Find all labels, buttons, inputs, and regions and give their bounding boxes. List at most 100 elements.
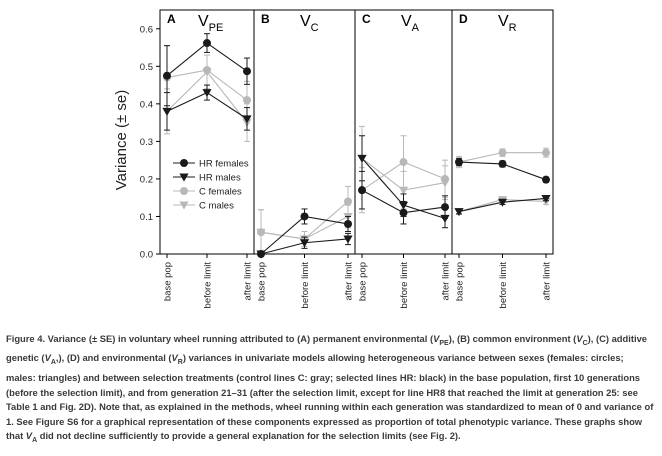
panel-title: VC xyxy=(300,13,319,34)
caption-text: Variance (± SE) in voluntary wheel runni… xyxy=(6,333,654,445)
caption-symbol: V xyxy=(576,333,583,344)
legend-marker xyxy=(179,173,189,182)
x-tick-label: after limit xyxy=(243,262,254,301)
panel-title-symbol: V xyxy=(401,13,412,30)
data-point xyxy=(441,203,449,212)
series-hr-females xyxy=(455,157,550,184)
legend-label: HR males xyxy=(199,173,241,184)
data-point xyxy=(541,194,551,204)
data-point xyxy=(243,67,251,76)
data-point xyxy=(399,208,408,217)
legend-label: C males xyxy=(199,201,234,212)
data-point xyxy=(542,148,550,157)
caption-symbol: V xyxy=(25,430,33,442)
caption-symbol: V xyxy=(433,333,440,344)
data-point xyxy=(203,66,211,75)
caption-part: ), (B) common environment ( xyxy=(448,333,577,344)
data-point xyxy=(497,198,508,207)
panel-letter: B xyxy=(261,12,270,26)
legend-entry: HR males xyxy=(173,173,241,184)
legend-entry: C females xyxy=(173,187,242,198)
x-tick-label: before limit xyxy=(203,262,214,309)
data-point xyxy=(440,214,450,223)
panel-letter: C xyxy=(362,12,371,26)
x-tick-label: after limit xyxy=(542,262,553,301)
series-hr-males xyxy=(454,194,551,217)
panel-title-subscript: R xyxy=(509,22,517,34)
panel-title: VR xyxy=(498,13,517,34)
data-point xyxy=(163,71,171,80)
panel-title-subscript: C xyxy=(311,22,319,34)
series-hr-females xyxy=(163,33,251,107)
data-point xyxy=(202,89,212,98)
panel-title-subscript: PE xyxy=(209,22,224,34)
data-point xyxy=(357,154,367,163)
panel-title-symbol: V xyxy=(198,13,209,30)
series-hr-males xyxy=(162,84,252,131)
data-point xyxy=(243,96,251,105)
legend-label: HR females xyxy=(199,159,249,170)
data-point xyxy=(162,107,172,116)
data-point xyxy=(498,148,507,157)
data-point xyxy=(257,250,265,258)
y-tick-label: 0.1 xyxy=(140,212,153,223)
series-hr-females xyxy=(257,208,352,258)
data-point xyxy=(203,39,211,48)
x-tick-label: base pop xyxy=(358,262,369,301)
panel-letter: A xyxy=(167,12,176,26)
y-tick-label: 0.6 xyxy=(140,24,153,35)
series-hr-females xyxy=(358,170,449,225)
y-tick-label: 0.5 xyxy=(140,62,153,73)
data-point xyxy=(441,174,449,183)
panel-a: A VPE base pop before limit after limit xyxy=(159,9,255,309)
data-point xyxy=(358,186,366,195)
data-point xyxy=(542,175,550,184)
x-tick-label: base pop xyxy=(257,262,268,301)
caption-subscript: A xyxy=(32,437,38,445)
x-tick-label: before limit xyxy=(300,262,311,309)
data-point xyxy=(343,235,353,244)
legend: HR females HR males C females C males xyxy=(173,159,249,212)
figure-caption: Figure 4. Variance (± SE) in voluntary w… xyxy=(6,332,654,449)
y-tick-label: 0.0 xyxy=(140,250,153,261)
panel-title-symbol: V xyxy=(300,13,311,30)
data-point xyxy=(454,208,464,217)
caption-part: Variance (± SE) in voluntary wheel runni… xyxy=(45,333,434,344)
x-tick-label: before limit xyxy=(399,262,410,309)
caption-label: Figure 4. xyxy=(6,333,46,344)
data-point xyxy=(242,115,252,124)
caption-subscript: A xyxy=(50,359,56,367)
y-tick-label: 0.2 xyxy=(140,174,153,185)
panel-frame xyxy=(451,9,554,255)
legend-entry: C males xyxy=(173,201,234,212)
x-tick-label: after limit xyxy=(441,262,452,301)
data-point xyxy=(344,197,352,206)
series-c-females xyxy=(163,45,251,120)
caption-symbol: V xyxy=(171,352,178,364)
panel-title: VA xyxy=(401,13,420,34)
y-axis-label: Variance (± se) xyxy=(113,90,130,191)
legend-marker xyxy=(180,187,188,195)
caption-part: ) variances in univariate models allowin… xyxy=(6,352,654,442)
x-tick-label: before limit xyxy=(498,262,509,309)
caption-subscript: PE xyxy=(439,339,449,347)
caption-subscript: C xyxy=(582,339,588,347)
caption-symbol: V xyxy=(44,352,51,364)
y-axis: 0.0 0.1 0.2 0.3 0.4 0.5 0.6 xyxy=(140,24,160,261)
caption-part: ), (C) additive genetic ( xyxy=(6,333,648,364)
panel-letter: D xyxy=(459,12,468,26)
panel-title-subscript: A xyxy=(412,22,420,34)
data-point xyxy=(257,228,265,237)
y-tick-label: 0.4 xyxy=(140,99,153,110)
data-point xyxy=(399,158,408,167)
legend-marker xyxy=(180,159,188,167)
x-tick-label: base pop xyxy=(163,262,174,301)
legend-marker xyxy=(179,201,189,210)
data-point xyxy=(300,212,309,221)
caption-part: ,), (D) and environmental ( xyxy=(55,352,172,364)
